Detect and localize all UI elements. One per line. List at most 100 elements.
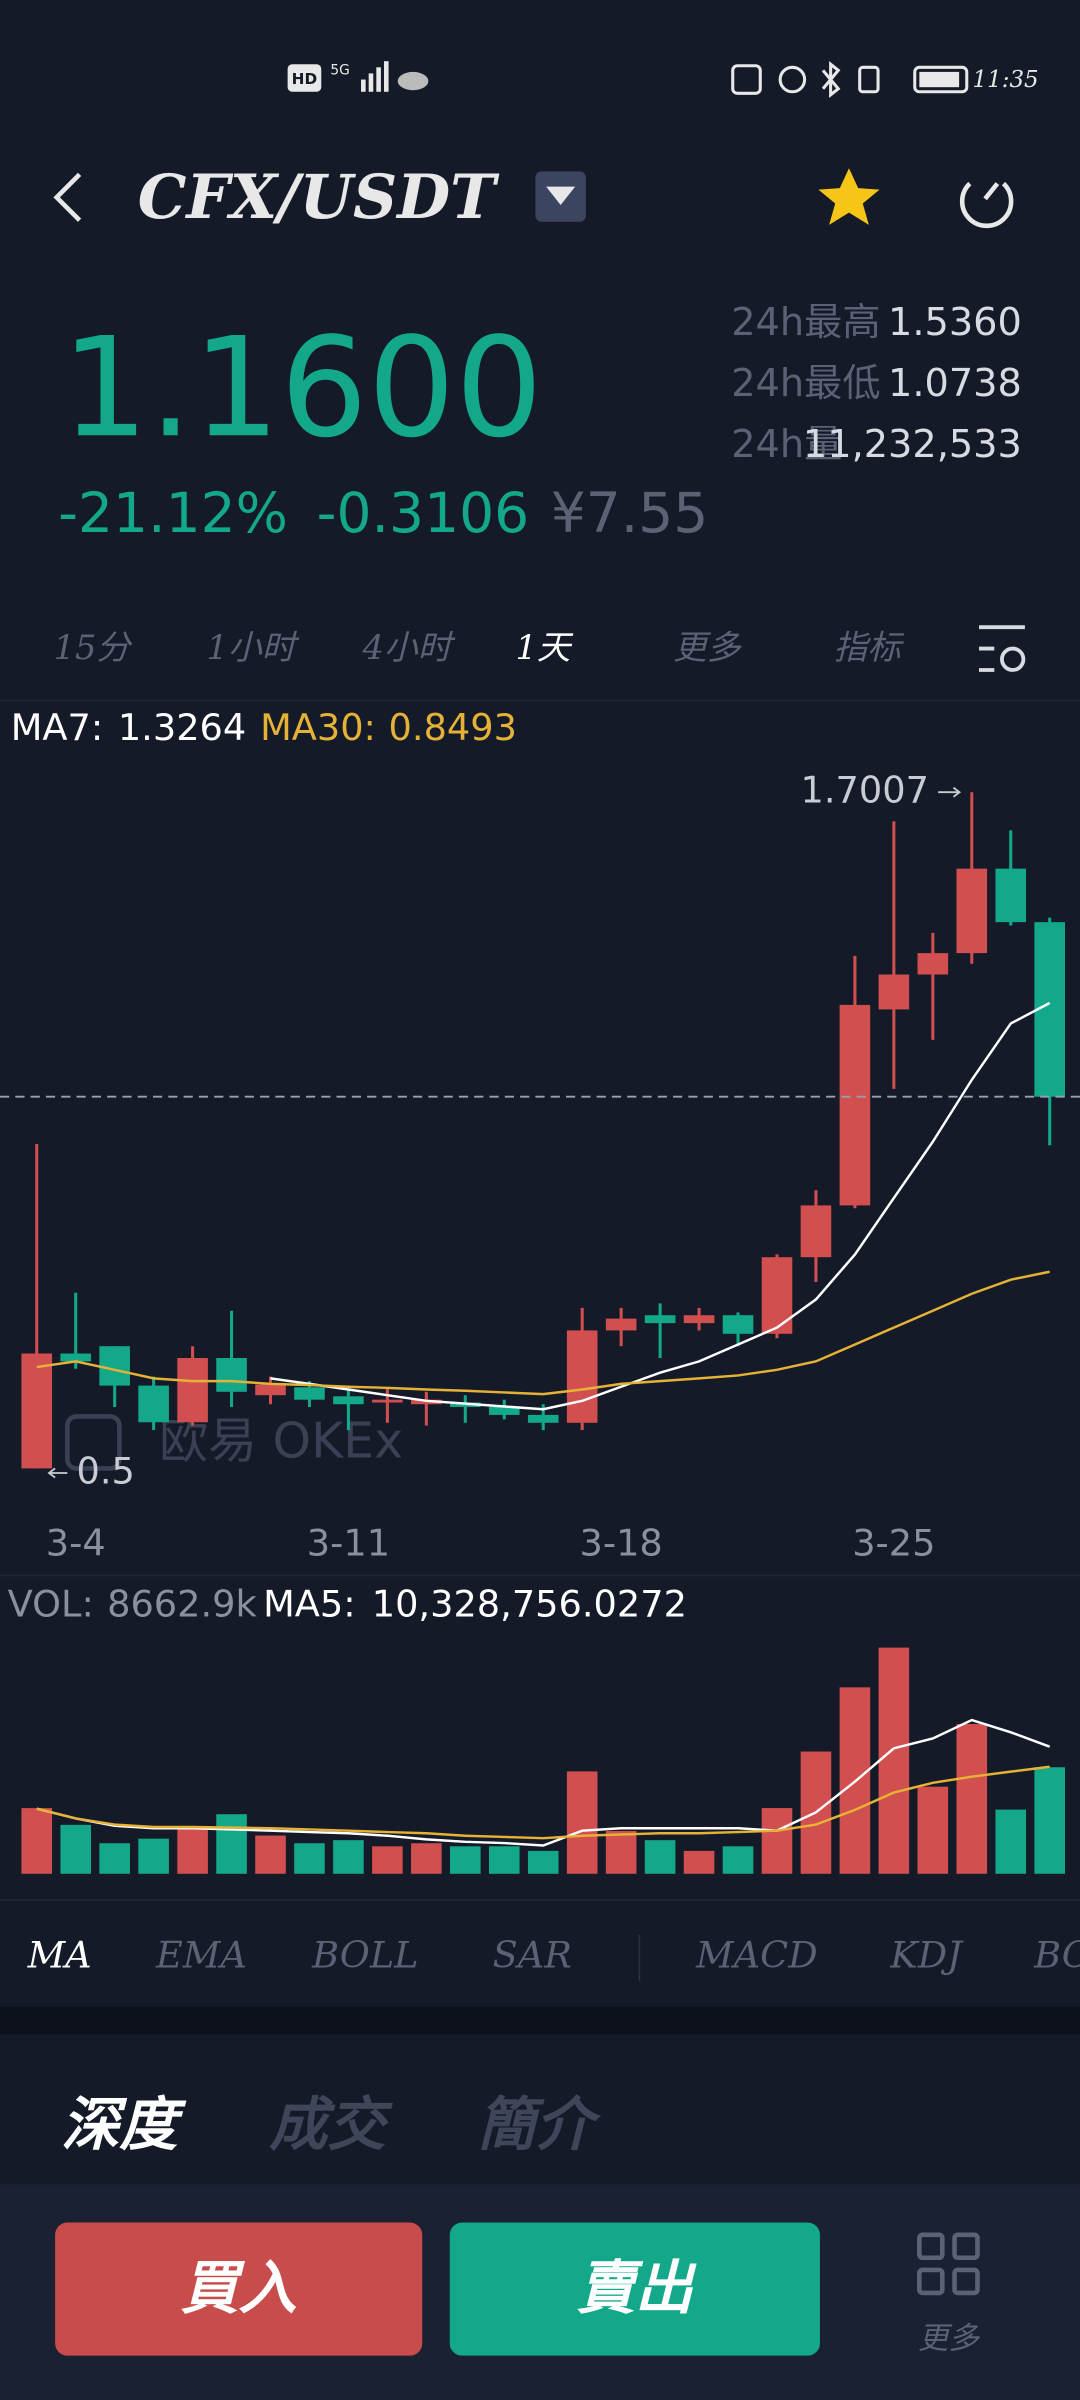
x-tick-label: 3-25 bbox=[852, 1521, 935, 1564]
refresh-button[interactable] bbox=[959, 181, 1014, 229]
battery-level bbox=[919, 71, 960, 88]
low-value: 1.0738 bbox=[888, 362, 1022, 406]
candle-body bbox=[644, 1315, 676, 1324]
volume-bar bbox=[177, 1827, 208, 1874]
volume-bar bbox=[294, 1843, 325, 1874]
indicator-tab[interactable]: EMA bbox=[155, 1933, 247, 1976]
volume-bar bbox=[878, 1647, 910, 1874]
candle-body bbox=[60, 1353, 92, 1362]
volume-bar bbox=[21, 1808, 53, 1874]
watermark-logo bbox=[65, 1414, 122, 1471]
hd-badge bbox=[287, 64, 322, 92]
indicator-tab[interactable]: BOLL bbox=[311, 1933, 419, 1976]
candle-body bbox=[488, 1407, 520, 1415]
cloud-icon bbox=[397, 71, 429, 91]
candle-body bbox=[21, 1353, 53, 1469]
indicator-tabs: MA EMA BOLL SAR MACD KDJ BOLL bbox=[27, 1933, 1080, 1976]
sell-text: 賣出 bbox=[577, 2253, 697, 2322]
x-tick-label: 3-18 bbox=[579, 1521, 662, 1564]
kline-chart: 3-4 3-11 3-18 3-25 1.7007 0.5 bbox=[0, 769, 1080, 1874]
ma7-value: 1.3264 bbox=[118, 706, 246, 749]
high-arrow bbox=[938, 786, 962, 798]
volume-bar bbox=[99, 1843, 130, 1874]
pair-title[interactable]: CFX/USDT bbox=[138, 162, 500, 233]
volume-ma-line bbox=[36, 1765, 1050, 1840]
ma-line bbox=[36, 1270, 1050, 1396]
volume-bar bbox=[917, 1786, 949, 1874]
change-amount: -0.3106 bbox=[317, 481, 529, 545]
chart-settings[interactable] bbox=[979, 625, 1026, 672]
candle-body bbox=[177, 1358, 208, 1423]
indicator-tab[interactable]: BOLL bbox=[1033, 1933, 1080, 1976]
candle-body bbox=[878, 974, 910, 1010]
candle-body bbox=[372, 1399, 403, 1403]
candle-body bbox=[605, 1318, 637, 1331]
more-icon[interactable] bbox=[917, 2232, 980, 2296]
interval-tab[interactable]: 15分 bbox=[54, 628, 134, 667]
ma5-label: MA5: bbox=[263, 1583, 356, 1626]
volume-bar bbox=[372, 1846, 403, 1874]
volume-bar bbox=[605, 1831, 637, 1874]
candle-body bbox=[722, 1315, 754, 1334]
volume-bar bbox=[683, 1850, 715, 1874]
volume-bar bbox=[956, 1724, 988, 1874]
section-tab[interactable]: 成交 bbox=[269, 2089, 393, 2158]
interval-tab[interactable]: 4小时 bbox=[362, 628, 456, 667]
volume-bar bbox=[216, 1814, 247, 1874]
candle-body bbox=[761, 1257, 793, 1334]
volume-bar bbox=[527, 1850, 559, 1874]
interval-tab[interactable]: 1小时 bbox=[207, 628, 300, 667]
high-value: 1.5360 bbox=[888, 301, 1022, 345]
candle-body bbox=[216, 1358, 247, 1392]
volume-bar bbox=[1034, 1767, 1066, 1874]
signal-icon bbox=[361, 61, 389, 92]
dropdown-arrow bbox=[546, 186, 576, 205]
status-icons bbox=[731, 61, 969, 99]
volume-bar bbox=[138, 1838, 169, 1874]
volume-ma-line bbox=[36, 1718, 1051, 1847]
volume-bar bbox=[60, 1824, 92, 1874]
candle-body bbox=[255, 1384, 286, 1396]
candle-body bbox=[138, 1385, 169, 1423]
volume-bar bbox=[411, 1843, 442, 1874]
vol-value: 8662.9k bbox=[107, 1583, 257, 1626]
indicator-tab[interactable]: MACD bbox=[695, 1933, 818, 1976]
more-text[interactable]: 更多 bbox=[918, 2321, 981, 2356]
section-tab[interactable]: 簡介 bbox=[477, 2089, 601, 2158]
x-tick-label: 3-11 bbox=[307, 1521, 390, 1564]
clock: 11:35 bbox=[973, 67, 1039, 93]
volume-bar bbox=[488, 1846, 520, 1874]
sell-button[interactable] bbox=[449, 2222, 820, 2356]
last-price: 1.1600 bbox=[61, 308, 543, 468]
high-label: 24h最高 bbox=[731, 301, 880, 345]
interval-tab[interactable]: 1天 bbox=[516, 628, 574, 667]
indicator-tab[interactable]: SAR bbox=[493, 1933, 572, 1976]
candle-body bbox=[956, 868, 988, 954]
ma30-value: 0.8493 bbox=[389, 706, 517, 749]
indicator-tab[interactable]: MA bbox=[27, 1933, 92, 1976]
section-tab[interactable]: 深度 bbox=[61, 2089, 187, 2158]
ma7-label: MA7: bbox=[11, 706, 104, 749]
interval-tabs: 15分 1小时 4小时 1天 更多 指标 bbox=[54, 628, 905, 667]
low-annotation: 0.5 bbox=[77, 1449, 135, 1492]
favorite-star[interactable] bbox=[818, 168, 880, 225]
buy-button[interactable] bbox=[55, 2222, 423, 2356]
volume-bar bbox=[566, 1771, 598, 1874]
volume-bar bbox=[722, 1846, 754, 1874]
volume-bar bbox=[644, 1840, 676, 1874]
interval-tab[interactable]: 更多 bbox=[673, 628, 742, 667]
candle-body bbox=[294, 1387, 325, 1400]
hd-text: HD bbox=[292, 70, 317, 88]
candle-body bbox=[995, 868, 1027, 923]
volume-bar bbox=[450, 1846, 481, 1874]
volume-value: 11,232,533 bbox=[803, 423, 1022, 467]
ma-line bbox=[270, 1001, 1051, 1411]
back-button[interactable] bbox=[53, 172, 82, 222]
buy-text: 買入 bbox=[181, 2253, 297, 2322]
network-text: 5G bbox=[330, 62, 349, 78]
indicator-tab[interactable]: KDJ bbox=[889, 1933, 964, 1976]
candle-body bbox=[683, 1315, 715, 1324]
x-tick-label: 3-4 bbox=[46, 1521, 106, 1564]
interval-tab[interactable]: 指标 bbox=[834, 628, 905, 667]
low-arrow bbox=[47, 1467, 68, 1479]
